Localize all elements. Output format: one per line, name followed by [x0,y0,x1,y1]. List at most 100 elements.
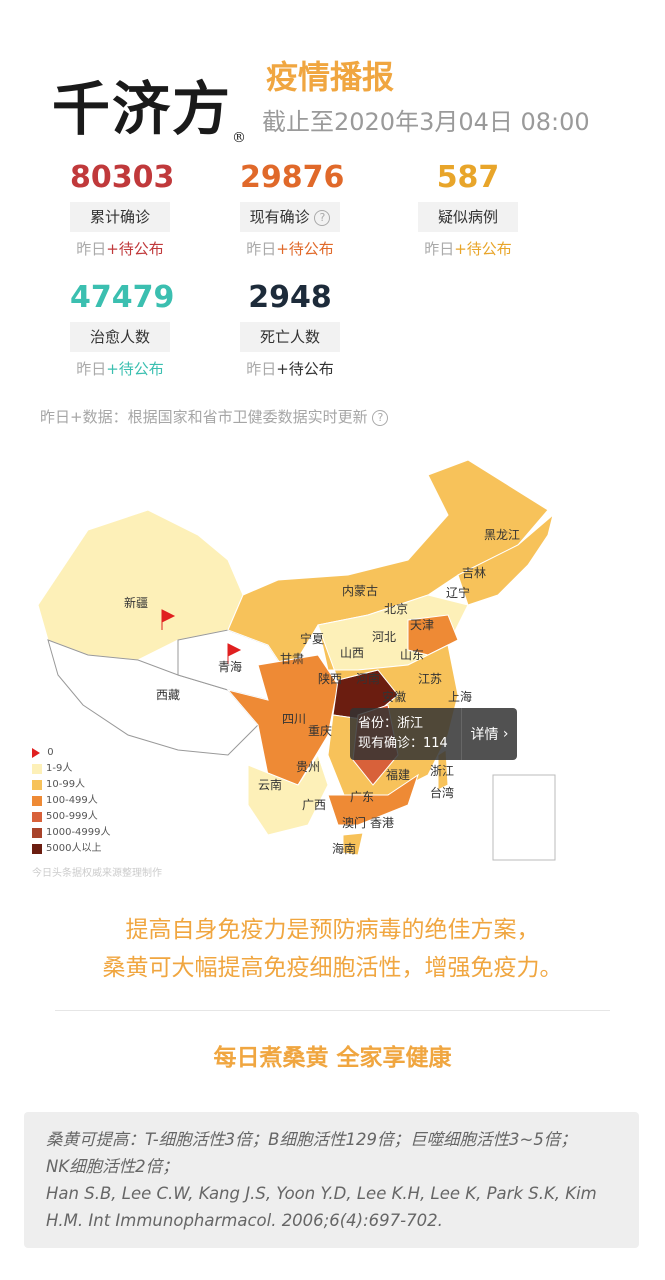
delta-value: +待公布 [276,240,334,258]
legend-item: 5000人以上 [32,841,111,857]
delta-prefix: 昨日 [246,240,277,258]
detail-button[interactable]: 详情 › [462,708,517,760]
delta-prefix: 昨日 [76,240,107,258]
reference-box: 桑黄可提高：T-细胞活性3倍；B细胞活性129倍；巨噬细胞活性3~5倍； NK细… [24,1112,639,1248]
map-source: 今日头条据权威来源整理制作 [32,868,162,879]
stat-label: 疑似病例 [418,202,518,232]
legend-item: 10-99人 [32,777,111,793]
province-label[interactable]: 浙江 [430,764,455,778]
registered-mark: ® [232,130,249,146]
stat-card: 2948 死亡人数 昨日+待公布 [240,280,340,379]
province-label[interactable]: 山西 [340,646,365,660]
stat-value: 2948 [248,280,332,315]
reference-line: 桑黄可提高：T-细胞活性3倍；B细胞活性129倍；巨噬细胞活性3~5倍； [46,1130,577,1149]
province-label[interactable]: 重庆 [308,724,333,738]
legend-swatch [32,780,42,790]
stat-value: 29876 [240,160,345,195]
china-map [37,459,556,861]
delta-value: +待公布 [106,240,164,258]
stat-card: 29876 现有确诊 ? 昨日+待公布 [240,160,345,259]
legend-swatch [32,812,42,822]
legend-swatch [32,828,42,838]
legend-item: 100-499人 [32,793,111,809]
legend-item: 0 [32,745,111,761]
region-xizang [47,639,259,756]
divider [55,1010,610,1011]
reference-line: H.M. Int Immunopharmacol. 2006;6(4):697-… [46,1211,443,1230]
province-label[interactable]: 上海 [448,690,473,704]
province-label[interactable]: 吉林 [462,566,487,580]
province-label[interactable]: 贵州 [296,760,321,774]
help-icon[interactable]: ? [314,209,331,226]
province-label[interactable]: 宁夏 [300,632,325,646]
chevron-right-icon: › [502,726,509,742]
province-label[interactable]: 澳门 [342,816,367,830]
region-gansu-neimenggu [227,459,549,676]
stat-delta: 昨日+待公布 [240,358,340,379]
province-label[interactable]: 辽宁 [446,586,471,600]
flag-icon [32,748,40,758]
flag-icon [161,609,176,630]
logo-text: 千济方 [52,75,233,143]
legend-label: 5000人以上 [46,843,102,854]
stat-label: 现有确诊 ? [240,202,340,232]
province-label[interactable]: 天津 [410,618,435,632]
province-label[interactable]: 安徽 [382,690,407,704]
stat-delta: 昨日+待公布 [70,238,170,259]
legend-swatch [32,796,42,806]
province-label[interactable]: 江苏 [418,672,443,686]
province-label[interactable]: 福建 [386,768,411,782]
region-hainan [342,832,364,856]
province-label[interactable]: 内蒙古 [342,584,379,598]
province-label[interactable]: 河北 [372,630,397,644]
stat-delta: 昨日+待公布 [418,238,518,259]
page-title: 疫情播报 [266,58,395,96]
province-label[interactable]: 甘肃 [280,652,305,666]
region-northeast [457,513,554,606]
stat-label: 死亡人数 [240,322,340,352]
province-label[interactable]: 海南 [332,842,357,856]
note-text: 昨日+数据：根据国家和省市卫健委数据实时更新 [40,408,368,426]
province-label[interactable]: 云南 [258,778,283,792]
stat-card: 80303 累计确诊 昨日+待公布 [70,160,174,259]
province-label[interactable]: 四川 [282,712,307,726]
delta-value: +待公布 [454,240,512,258]
delta-prefix: 昨日 [424,240,455,258]
flag-icon [227,643,242,664]
province-label[interactable]: 北京 [384,602,409,616]
legend-label: 500-999人 [46,811,98,822]
stat-label-text: 累计确诊 [89,208,150,226]
stat-value: 587 [436,160,500,195]
province-label[interactable]: 台湾 [430,786,455,800]
legend-item: 1-9人 [32,761,111,777]
help-icon[interactable]: ? [372,409,389,426]
province-label[interactable]: 陕西 [318,672,343,686]
data-note: 昨日+数据：根据国家和省市卫健委数据实时更新 ? [40,406,389,427]
stat-label-text: 现有确诊 [249,208,310,226]
legend-swatch [32,764,42,774]
province-label[interactable]: 香港 [370,816,395,830]
stat-delta: 昨日+待公布 [70,358,170,379]
delta-prefix: 昨日 [76,360,107,378]
province-label[interactable]: 青海 [218,660,243,674]
province-label[interactable]: 河南 [356,672,381,686]
stat-label-text: 死亡人数 [259,328,320,346]
legend-item: 500-999人 [32,809,111,825]
legend-label: 1000-4999人 [46,827,111,838]
province-label[interactable]: 新疆 [124,596,149,610]
stat-value: 47479 [70,280,175,315]
stat-delta: 昨日+待公布 [240,238,340,259]
legend-label: 100-499人 [46,795,98,806]
province-label[interactable]: 西藏 [156,688,181,702]
map-legend: 0 1-9人 10-99人 100-499人 500-999人 1000-4999人 500… [32,745,111,857]
province-label[interactable]: 山东 [400,648,425,662]
stat-label-text: 疑似病例 [437,208,498,226]
reference-line: Han S.B, Lee C.W, Kang J.S, Yoon Y.D, Le… [46,1184,597,1203]
legend-label: 10-99人 [46,779,86,790]
stat-label: 累计确诊 [70,202,170,232]
province-label[interactable]: 广西 [302,798,327,812]
province-label[interactable]: 广东 [350,790,375,804]
province-label[interactable]: 黑龙江 [484,528,521,542]
south-china-sea-inset [492,774,556,861]
update-date: 截止至2020年3月04日 08:00 [262,108,590,136]
